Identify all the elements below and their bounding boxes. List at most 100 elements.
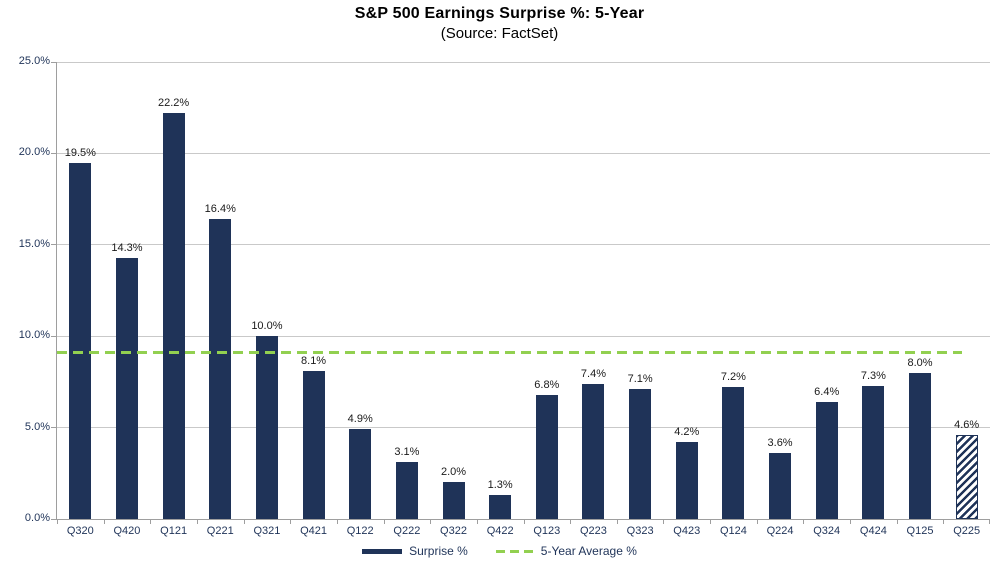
bar-value-label: 6.4% [814,386,840,398]
x-tick-mark [243,520,245,524]
bar-value-label: 7.2% [720,371,746,384]
x-tick-mark [756,520,758,524]
bar-Q123 [535,394,558,519]
x-tick-mark [196,520,198,524]
y-tick-label: 0.0% [24,512,50,524]
bar-Q223 [582,383,605,519]
x-tick-label: Q223 [580,525,607,537]
bar-value-label: 1.3% [487,479,513,492]
bar-Q222 [395,462,418,519]
bar-value-label: 3.6% [767,437,793,450]
x-tick-label: Q323 [626,525,654,537]
bar-Q221 [209,219,232,519]
bar-value-label: 22.2% [158,97,190,110]
x-tick-label: Q324 [813,525,841,537]
x-axis-line [56,519,990,520]
x-tick-mark [710,520,712,524]
bar-value-label: 7.4% [580,367,606,380]
x-tick-mark [896,520,898,524]
x-tick-label: Q320 [66,525,94,537]
y-tick-label: 25.0% [18,55,50,67]
gridline [57,335,990,337]
bar-Q125 [909,372,932,519]
bar-value-label: 4.2% [674,426,700,439]
x-tick-mark [523,520,525,524]
bar-Q122 [349,429,372,519]
x-tick-label: Q221 [206,525,234,537]
bar-value-label: 3.1% [394,446,420,459]
x-tick-mark [943,520,945,524]
y-tick-label: 10.0% [18,329,50,342]
x-tick-mark [336,520,338,524]
bar-Q323 [629,389,652,519]
bar-Q121 [162,113,185,519]
bar-value-label: 6.8% [534,378,560,391]
bar-Q424 [862,385,885,519]
x-tick-mark [803,520,805,524]
x-tick-mark [430,520,432,524]
y-tick-label: 15.0% [18,237,50,250]
chart-title: S&P 500 Earnings Surprise %: 5-Year [354,5,645,22]
bar-value-label: 4.9% [347,413,373,426]
y-tick-label: 5.0% [24,420,50,433]
x-tick-label: Q420 [113,525,141,537]
bar-value-label: 16.4% [204,203,236,216]
x-tick-mark [57,520,58,524]
average-line [57,351,962,355]
x-tick-mark [150,520,152,524]
x-tick-label: Q421 [300,525,328,537]
x-tick-label: Q322 [440,525,467,537]
x-tick-mark [383,520,385,524]
bar-Q124 [722,387,745,519]
x-tick-label: Q123 [533,525,561,537]
bar-Q423 [675,442,698,519]
legend-label: Surprise % [409,544,468,558]
bar-Q321 [255,336,278,519]
bar-Q320 [69,162,92,519]
x-tick-mark [476,520,478,524]
legend-label: 5-Year Average % [540,544,637,558]
bar-value-label: 7.3% [860,369,886,382]
x-tick-label: Q121 [160,525,188,537]
x-tick-mark [290,520,292,524]
bar-Q322 [442,482,465,519]
y-tick-label: 20.0% [18,146,50,159]
x-tick-mark [989,520,990,524]
legend-item: 5-Year Average % [495,544,637,558]
legend-item: Surprise % [362,544,468,558]
plot-area: 19.5% 14.3% 22.2% 16.4% 10.0% 8.1% 4.9% 3.1% 2.0… [51,61,990,524]
bar-Q324 [815,402,838,519]
average-dashed-line-swatch-icon [495,549,534,553]
gridline [57,152,990,154]
x-tick-mark [663,520,665,524]
y-tick-mark [51,518,56,520]
x-tick-mark [570,520,572,524]
bar-value-label: 8.0% [907,356,933,369]
x-tick-mark [850,520,852,524]
gridline [57,61,990,63]
bar-Q224 [769,453,792,519]
surprise-bar-swatch-icon [362,548,403,554]
x-tick-label: Q424 [859,525,887,537]
x-tick-label: Q124 [719,525,747,537]
x-tick-label: Q222 [393,525,421,537]
x-tick-label: Q423 [673,525,701,537]
bar-Q225 [955,434,978,519]
y-axis-line [56,62,57,519]
bar-value-label: 19.5% [64,146,96,159]
bar-value-label: 8.1% [301,354,327,367]
x-tick-mark [616,520,618,524]
x-tick-label: Q122 [346,525,374,537]
bar-Q420 [115,257,138,519]
x-tick-label: Q125 [906,525,934,537]
bar-value-label: 10.0% [251,320,283,333]
x-tick-label: Q321 [253,525,281,537]
bar-Q421 [302,370,325,519]
x-tick-label: Q225 [953,525,981,537]
chart-subtitle: (Source: FactSet) [440,25,559,42]
bar-Q422 [489,495,512,519]
bar-value-label: 2.0% [440,466,467,479]
x-tick-label: Q224 [766,525,794,537]
y-tick-mark [51,335,56,337]
